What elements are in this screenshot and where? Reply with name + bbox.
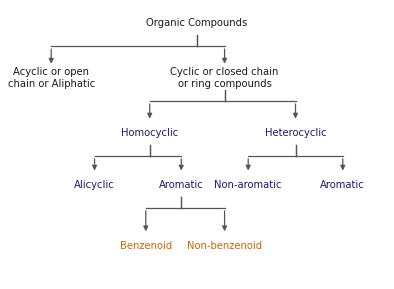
Text: Benzenoid: Benzenoid [120,241,172,251]
Text: Acyclic or open
chain or Aliphatic: Acyclic or open chain or Aliphatic [7,67,95,89]
Text: Heterocyclic: Heterocyclic [265,128,326,138]
Text: Aromatic: Aromatic [159,180,204,190]
Text: Cyclic or closed chain
or ring compounds: Cyclic or closed chain or ring compounds [170,67,279,89]
Text: Organic Compounds: Organic Compounds [147,18,247,28]
Text: Non-aromatic: Non-aromatic [214,180,282,190]
Text: Homocyclic: Homocyclic [121,128,178,138]
Text: Non-benzenoid: Non-benzenoid [187,241,262,251]
Text: Aromatic: Aromatic [320,180,365,190]
Text: Alicyclic: Alicyclic [74,180,115,190]
